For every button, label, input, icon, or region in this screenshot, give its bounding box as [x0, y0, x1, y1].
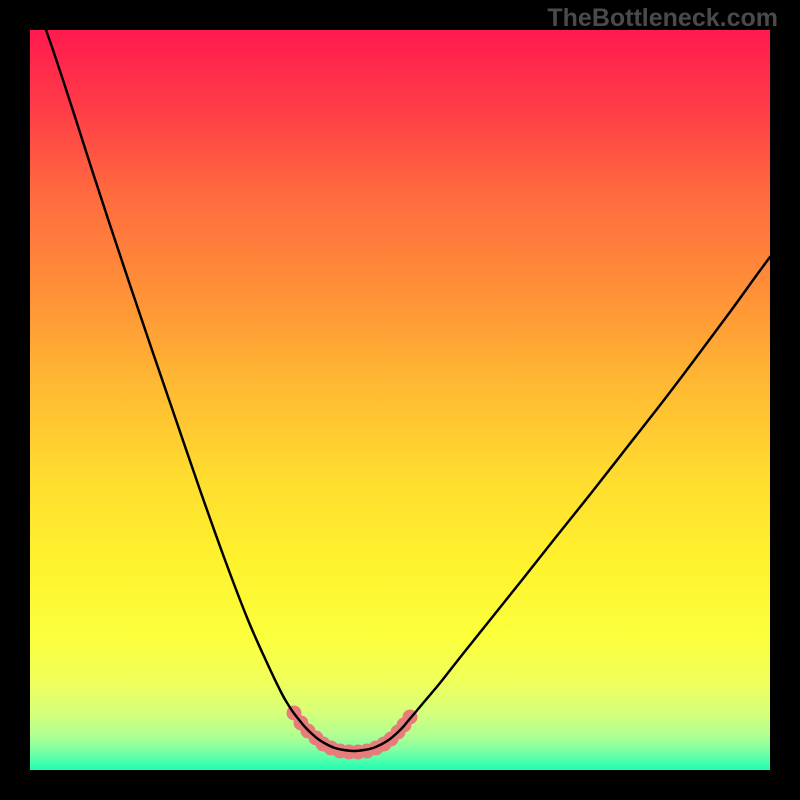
chart-svg [0, 0, 800, 800]
watermark-text: TheBottleneck.com [547, 4, 778, 33]
bottleneck-curve [46, 30, 770, 751]
